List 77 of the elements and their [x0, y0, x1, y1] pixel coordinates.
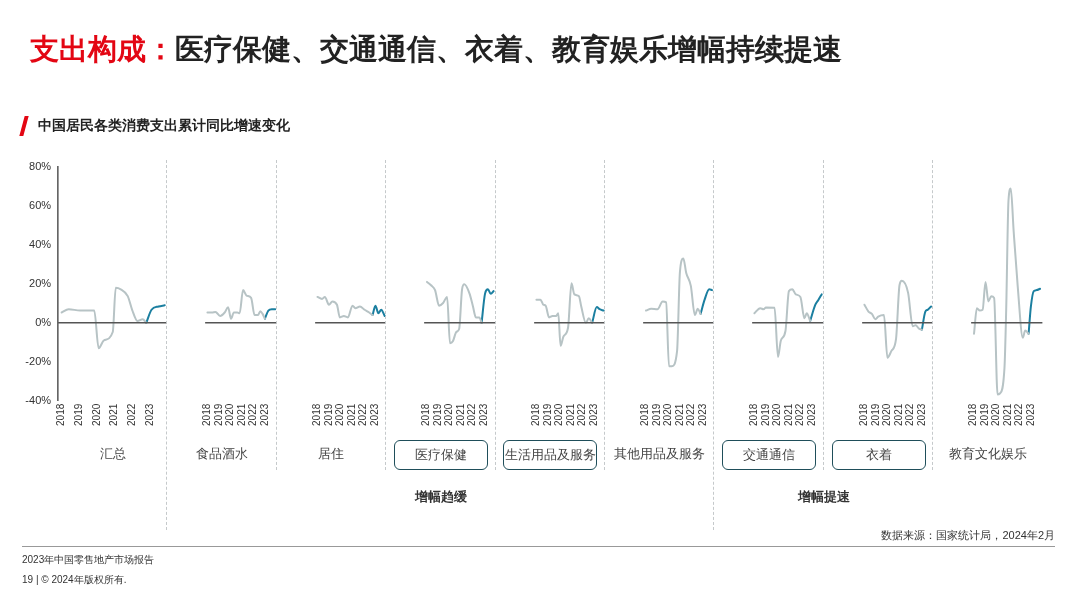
x-tick-label: 2018 — [55, 403, 67, 426]
x-axis-title: 医疗保健 — [393, 440, 488, 470]
x-tick-label: 2018 — [529, 403, 541, 426]
x-tick-label: 2020 — [771, 403, 783, 426]
x-tick-label: 2019 — [978, 403, 990, 426]
x-axis-title: 食品酒水 — [195, 445, 250, 463]
x-axis-title: 交通通信 — [722, 440, 817, 470]
x-tick-label: 2023 — [587, 403, 599, 426]
x-tick-label: 2018 — [201, 403, 213, 426]
x-tick-label: 2021 — [345, 403, 357, 426]
y-tick-label: -40% — [25, 393, 52, 406]
x-axis-title: 汇总 — [98, 445, 127, 463]
x-tick-label: 2018 — [748, 403, 760, 426]
x-tick-label: 2022 — [466, 403, 478, 426]
x-tick-label: 2019 — [541, 403, 553, 426]
y-tick-label: 0% — [35, 315, 52, 328]
x-tick-label: 2020 — [333, 403, 345, 426]
x-tick-label: 2023 — [143, 403, 155, 426]
x-tick-label: 2021 — [454, 403, 466, 426]
y-tick-label: 40% — [29, 237, 52, 250]
y-tick-label: 20% — [29, 276, 52, 289]
x-tick-label: 2021 — [892, 403, 904, 426]
x-tick-label: 2022 — [247, 403, 259, 426]
x-tick-label: 2020 — [443, 403, 455, 426]
text: 19 | © 2024年版权所有. — [22, 573, 127, 587]
x-tick-label: 2022 — [794, 403, 806, 426]
x-axis-title: 衣着 — [831, 440, 926, 470]
x-tick-label: 2020 — [90, 403, 102, 426]
x-tick-label: 2022 — [685, 403, 697, 426]
text: 增幅提速 — [796, 488, 851, 506]
x-tick-label: 2023 — [806, 403, 818, 426]
x-tick-label: 2022 — [1013, 403, 1025, 426]
source-note: 数据来源：国家统计局，2024年2月 — [881, 528, 1055, 543]
x-axis-title: 教育文化娱乐 — [947, 445, 1028, 463]
x-tick-label: 2020 — [552, 403, 564, 426]
x-tick-label: 2019 — [869, 403, 881, 426]
x-tick-label: 2019 — [431, 403, 443, 426]
x-axis-title: 生活用品及服务 — [503, 440, 598, 470]
x-tick-label: 2021 — [673, 403, 685, 426]
x-tick-label: 2019 — [213, 403, 225, 426]
x-tick-label: 2018 — [420, 403, 432, 426]
text: 支出构成：医疗保健、交通通信、衣着、教育娱乐增幅持续提速 — [30, 33, 842, 65]
x-tick-label: 2022 — [575, 403, 587, 426]
x-tick-label: 2021 — [108, 403, 120, 426]
x-tick-label: 2023 — [368, 403, 380, 426]
x-tick-label: 2019 — [322, 403, 334, 426]
x-tick-label: 2019 — [73, 403, 85, 426]
x-tick-label: 2019 — [650, 403, 662, 426]
text: 2023年中国零售地产市场报告 — [22, 553, 155, 567]
x-tick-label: 2020 — [990, 403, 1002, 426]
x-tick-label: 2018 — [639, 403, 651, 426]
x-tick-label: 2020 — [662, 403, 674, 426]
x-tick-label: 2019 — [760, 403, 772, 426]
x-tick-label: 2018 — [967, 403, 979, 426]
x-tick-label: 2018 — [310, 403, 322, 426]
x-tick-label: 2020 — [224, 403, 236, 426]
x-tick-label: 2021 — [564, 403, 576, 426]
y-tick-label: 60% — [29, 199, 52, 211]
x-tick-label: 2023 — [477, 403, 489, 426]
x-tick-label: 2023 — [915, 403, 927, 426]
x-tick-label: 2023 — [1024, 403, 1036, 426]
y-tick-label: -20% — [25, 354, 52, 367]
x-tick-label: 2022 — [356, 403, 368, 426]
y-tick-label: 80% — [29, 160, 52, 173]
x-tick-label: 2018 — [857, 403, 869, 426]
x-tick-label: 2021 — [1001, 403, 1013, 426]
x-tick-label: 2023 — [696, 403, 708, 426]
x-tick-label: 2020 — [880, 403, 892, 426]
x-axis-title: 居住 — [317, 445, 346, 463]
chart-subtitle: 中国居民各类消费支出累计同比增速变化 — [38, 117, 290, 135]
x-tick-label: 2021 — [236, 403, 248, 426]
x-tick-label: 2022 — [125, 403, 137, 426]
text: 增幅趋缓 — [413, 488, 468, 506]
x-tick-label: 2023 — [259, 403, 271, 426]
x-axis-title: 其他用品及服务 — [613, 445, 707, 463]
x-tick-label: 2021 — [783, 403, 795, 426]
x-tick-label: 2022 — [903, 403, 915, 426]
